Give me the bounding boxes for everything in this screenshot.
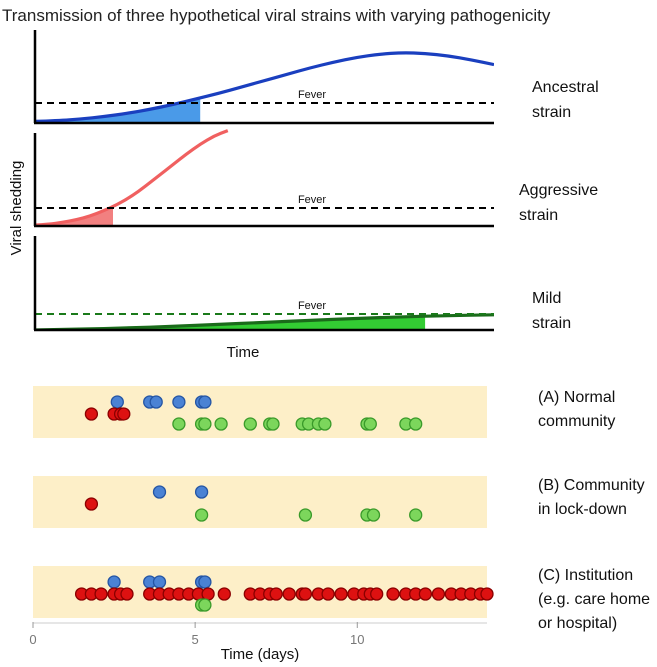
case-dot-C-aggressive-23 — [334, 587, 348, 601]
case-dot-A-mild-6 — [266, 417, 280, 431]
pre-fever-shedding-area-aggressive — [35, 206, 113, 226]
case-dot-C-ancestral-4 — [198, 575, 212, 589]
case-dot-A-mild-10 — [318, 417, 332, 431]
case-dot-C-aggressive-27 — [370, 587, 384, 601]
panel-label-C-0: (C) Institution — [538, 567, 633, 584]
curve-panel-mild: Fever Mild strain — [33, 236, 571, 332]
y-axis-label: Viral shedding — [8, 161, 25, 256]
transmission-panel-B: (B) Community in lock-down — [33, 476, 645, 528]
case-dot-A-mild-14 — [409, 417, 423, 431]
x-axis-label-time: Time — [227, 344, 260, 361]
panel-label-C-1: (e.g. care home — [538, 591, 650, 608]
case-dot-C-ancestral-0 — [107, 575, 121, 589]
case-dot-C-aggressive-20 — [298, 587, 313, 601]
case-dot-A-mild-12 — [363, 417, 377, 431]
strain-label-ancestral-1: strain — [532, 104, 571, 121]
case-dot-C-ancestral-2 — [152, 575, 167, 589]
shedding-curve-ancestral — [35, 51, 494, 123]
case-dot-C-aggressive-17 — [269, 587, 283, 601]
strain-label-ancestral-0: Ancestral — [532, 79, 599, 96]
case-dot-A-ancestral-5 — [198, 395, 212, 409]
case-dot-B-aggressive-0 — [84, 497, 99, 511]
fever-label-ancestral: Fever — [298, 89, 326, 101]
case-dot-A-mild-0 — [172, 417, 186, 431]
case-dot-A-ancestral-3 — [172, 395, 186, 409]
transmission-panel-A: (A) Normal community — [33, 386, 615, 438]
pre-fever-shedding-area-mild — [35, 316, 426, 330]
chart-title: Transmission of three hypothetical viral… — [2, 6, 551, 25]
case-dot-B-mild-1 — [298, 508, 313, 522]
transmission-panels: (A) Normal community (B) Community in lock-… — [33, 386, 650, 632]
case-dot-C-aggressive-22 — [321, 587, 335, 601]
case-dot-B-mild-4 — [409, 508, 423, 522]
case-dot-B-mild-0 — [194, 508, 209, 522]
x-axis-label-days: Time (days) — [221, 646, 300, 663]
case-dot-A-aggressive-0 — [84, 407, 99, 421]
case-dot-C-aggressive-31 — [418, 587, 433, 601]
transmission-panel-C: (C) Institution (e.g. care home or hospita… — [33, 566, 650, 632]
curve-panel-ancestral: Fever Ancestral strain — [33, 30, 599, 125]
case-dot-B-ancestral-1 — [194, 485, 209, 499]
case-dot-C-aggressive-32 — [431, 587, 446, 601]
case-dot-C-aggressive-5 — [120, 587, 134, 601]
fever-label-mild: Fever — [298, 300, 326, 312]
x-axis-ticks: 0 5 10 — [29, 622, 487, 647]
curve-panel-aggressive: Fever Aggressive strain — [33, 129, 598, 228]
panel-label-A-0: (A) Normal — [538, 389, 615, 406]
case-dot-A-ancestral-0 — [110, 395, 124, 409]
case-dot-C-mild-1 — [198, 598, 212, 612]
fever-label-aggressive: Fever — [298, 194, 326, 206]
case-dot-B-ancestral-0 — [152, 485, 167, 499]
case-dot-C-aggressive-28 — [386, 587, 400, 601]
case-dot-C-aggressive-12 — [201, 587, 215, 601]
shedding-curve-mild — [35, 313, 494, 330]
strain-label-aggressive-0: Aggressive — [519, 182, 598, 199]
strain-label-mild-1: strain — [532, 315, 571, 332]
case-dot-C-aggressive-2 — [94, 587, 108, 601]
panel-background-A — [33, 386, 487, 438]
case-dot-A-aggressive-3 — [117, 407, 131, 421]
panel-label-B-0: (B) Community — [538, 477, 645, 494]
strain-label-mild-0: Mild — [532, 290, 561, 307]
case-dot-A-mild-3 — [214, 417, 228, 431]
case-dot-A-mild-2 — [198, 417, 212, 431]
panel-label-B-1: in lock-down — [538, 501, 627, 518]
case-dot-B-mild-3 — [366, 508, 381, 522]
tick-label-1: 5 — [192, 632, 199, 647]
viral-shedding-panels: Fever Ancestral strain Fever Aggressive strai… — [33, 30, 599, 332]
shedding-curve-aggressive — [35, 129, 229, 226]
panel-label-A-1: community — [538, 413, 615, 430]
case-dot-A-mild-4 — [243, 417, 257, 431]
tick-label-0: 0 — [29, 632, 36, 647]
case-dot-A-ancestral-2 — [149, 395, 163, 409]
case-dot-C-aggressive-37 — [480, 587, 494, 601]
strain-label-aggressive-1: strain — [519, 207, 558, 224]
case-dot-C-aggressive-13 — [217, 587, 231, 601]
panel-label-C-2: or hospital) — [538, 615, 617, 632]
case-dot-C-aggressive-18 — [282, 587, 296, 601]
tick-label-2: 10 — [350, 632, 364, 647]
pre-fever-shedding-area-ancestral — [35, 97, 201, 123]
